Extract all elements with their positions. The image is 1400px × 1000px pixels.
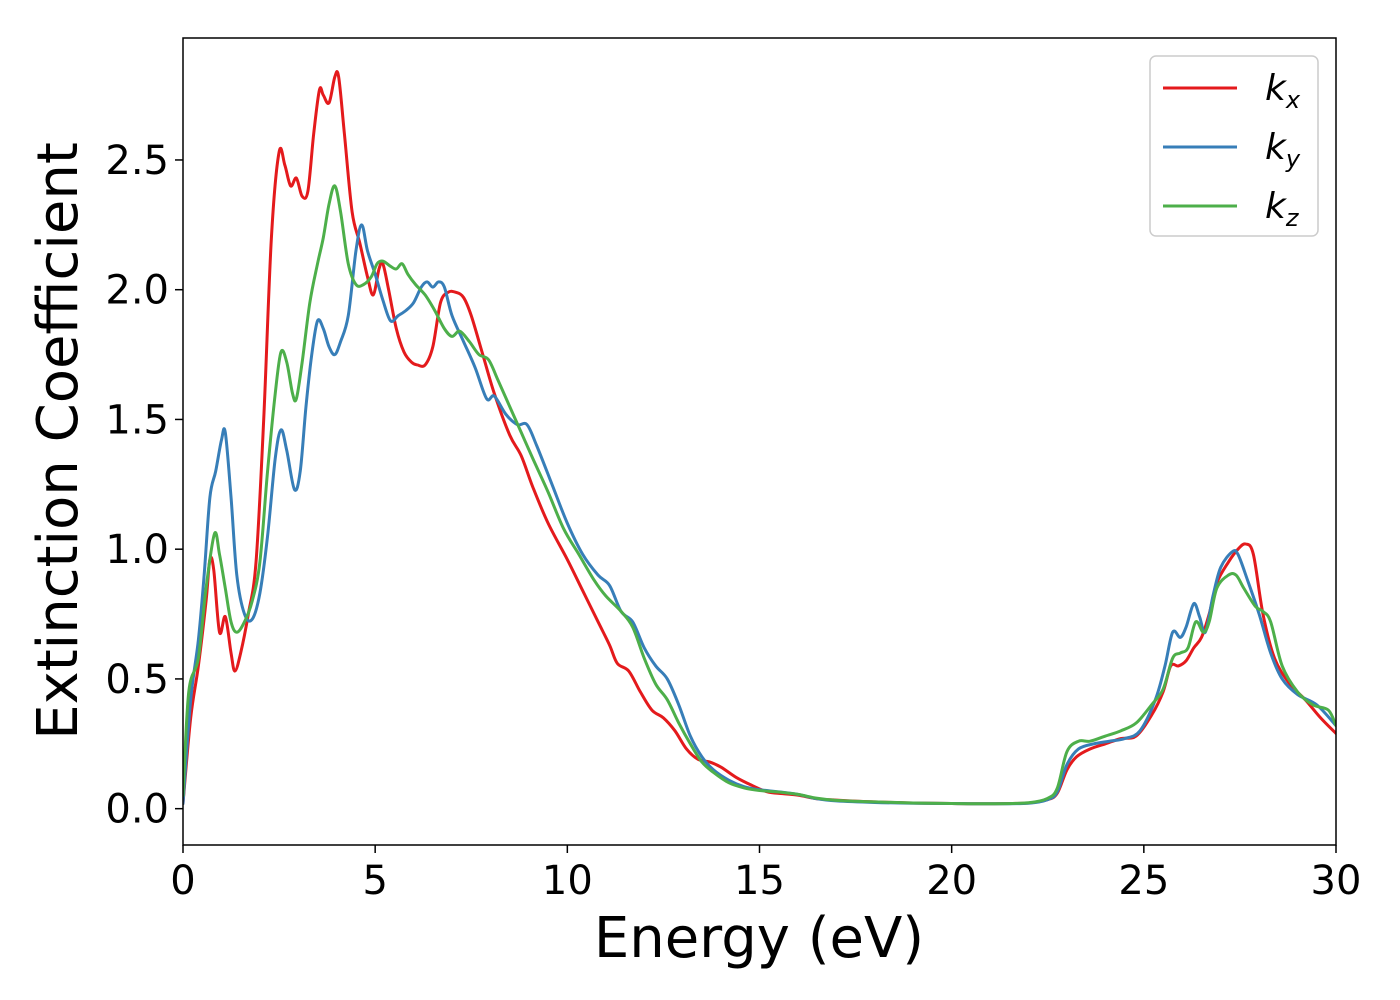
series-line-kz [183,184,1336,806]
y-tick-label: 0.5 [105,657,169,703]
x-tick-label: 20 [926,858,977,904]
x-tick-label: 25 [1118,858,1169,904]
legend-entry-label: ky [1265,127,1301,173]
x-axis-label: Energy (eV) [594,906,924,971]
x-axis: 0 5 10 15 20 25 30 [170,845,1361,904]
series-line-ky [183,223,1336,806]
y-tick-label: 1.0 [105,527,169,573]
legend: kx ky kz [1149,55,1319,237]
legend-entry-label: kz [1265,186,1300,232]
x-tick-label: 0 [170,858,195,904]
y-axis: 0.0 0.5 1.0 1.5 2.0 2.5 [105,138,183,833]
y-tick-label: 2.0 [105,268,169,314]
y-tick-label: 2.5 [105,138,169,184]
x-tick-label: 15 [734,858,785,904]
y-axis-label: Extinction Coefficient [26,142,91,740]
y-tick-label: 1.5 [105,397,169,443]
series-layer [183,70,1336,806]
series-line-kx [183,70,1336,806]
x-tick-label: 30 [1311,858,1362,904]
y-tick-label: 0.0 [105,787,169,833]
legend-entry-label: kx [1265,68,1301,114]
x-tick-label: 5 [362,858,387,904]
x-tick-label: 10 [542,858,593,904]
